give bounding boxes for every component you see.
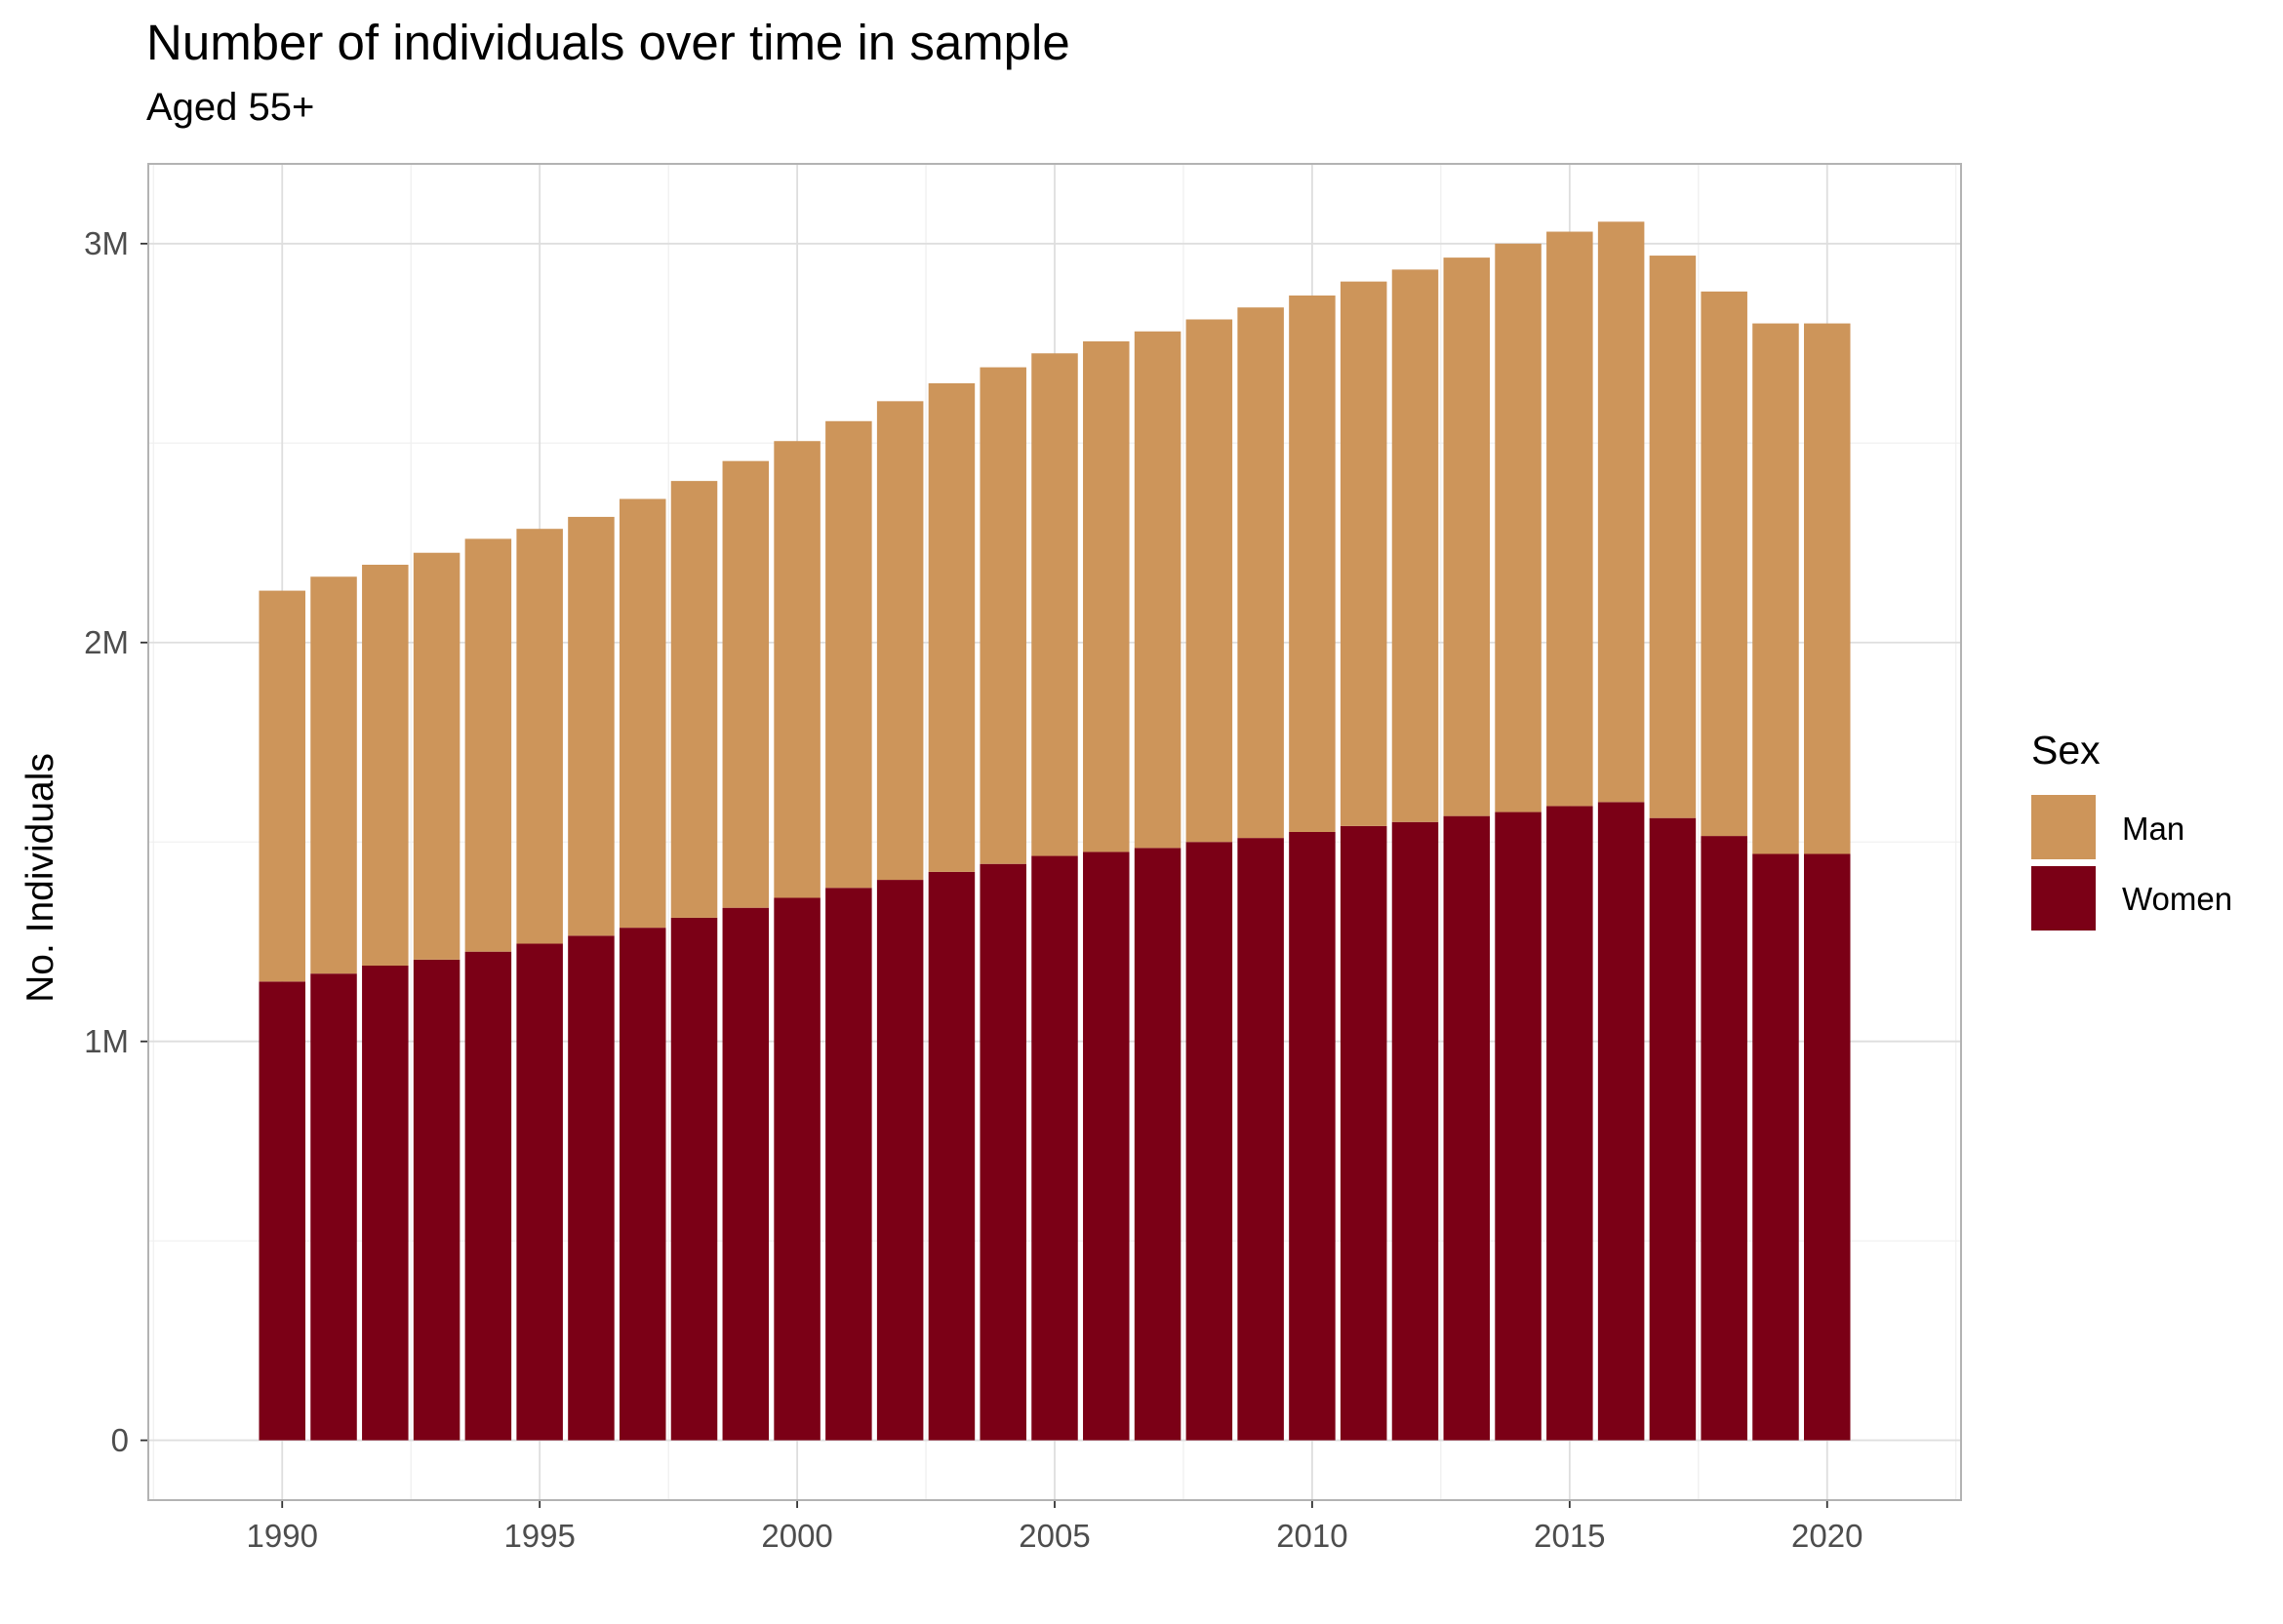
bar-women-2011 [1340,825,1387,1441]
bar-women-1996 [568,935,615,1441]
bar-man-2000 [774,441,821,898]
bar-man-1998 [670,481,718,918]
bar-women-2000 [774,897,821,1441]
y-tick-label: 1M [84,1022,129,1059]
bar-man-1995 [516,529,563,944]
bar-women-2018 [1701,836,1747,1441]
bar-man-2011 [1340,281,1387,826]
bar-women-1990 [259,981,305,1441]
bar-man-1991 [310,576,357,974]
bar-man-2005 [1031,353,1078,856]
x-tick-label: 1990 [246,1518,318,1554]
y-tick-label: 3M [84,224,129,261]
bar-women-2020 [1804,853,1851,1441]
bar-man-2017 [1649,256,1697,818]
y-axis-label: No. Individuals [20,753,61,1003]
x-tick-label: 2015 [1534,1518,1606,1554]
bar-man-2013 [1443,257,1491,816]
bar-man-2006 [1083,340,1130,852]
bar-man-1992 [362,565,409,966]
minor-gridlines [148,164,1961,1500]
y-tick-label: 0 [110,1421,129,1458]
bar-man-2012 [1391,269,1439,822]
x-tick-label: 2005 [1019,1518,1091,1554]
legend-label-man: Man [2122,811,2185,847]
axis-ticks [140,242,1828,1508]
bar-women-2017 [1649,817,1697,1441]
bar-man-2015 [1546,231,1593,807]
bar-man-1994 [464,538,512,952]
bar-women-1995 [516,943,563,1441]
bar-women-1993 [413,959,461,1441]
bar-women-2004 [980,863,1026,1441]
bar-women-2006 [1083,852,1130,1441]
bar-man-2009 [1237,307,1284,839]
bar-women-2012 [1391,821,1439,1441]
bar-women-2009 [1237,838,1284,1441]
bar-women-2015 [1546,806,1593,1441]
legend-label-women: Women [2122,881,2233,917]
y-tick-label: 2M [84,623,129,660]
bar-women-2008 [1185,842,1233,1441]
bar-women-2002 [876,880,924,1441]
bar-man-2001 [825,420,872,889]
bar-women-2005 [1031,855,1078,1441]
panel-border [147,163,1962,1501]
x-tick-label: 2020 [1791,1518,1863,1554]
x-tick-label: 2000 [761,1518,833,1554]
bar-man-2020 [1804,323,1851,854]
bar-man-1999 [722,460,770,908]
bar-man-1996 [568,516,615,936]
legend-key-man [2031,795,2096,859]
bar-women-1998 [670,917,718,1441]
bar-women-2010 [1289,832,1336,1441]
bar-man-2007 [1134,331,1182,849]
bar-women-2019 [1752,853,1799,1441]
bar-man-2003 [928,382,976,872]
bar-women-1999 [722,907,770,1441]
bar-women-1994 [464,951,512,1441]
chart-subtitle: Aged 55+ [146,86,315,129]
bar-man-2019 [1752,323,1799,854]
bars [259,221,1851,1441]
bar-man-1993 [413,552,461,960]
bar-man-2016 [1597,221,1645,803]
chart-title: Number of individuals over time in sampl… [146,15,1070,70]
bar-man-2008 [1185,319,1233,843]
bar-man-2018 [1701,291,1747,837]
bar-women-2007 [1134,848,1182,1441]
bar-women-2003 [928,871,976,1441]
bar-women-1991 [310,973,357,1441]
bar-women-2014 [1495,812,1542,1441]
bar-women-1992 [362,966,409,1441]
bar-women-2001 [825,888,872,1441]
legend-title: Sex [2031,728,2101,772]
legend-key-women [2031,866,2096,931]
bar-man-2014 [1495,243,1542,812]
bar-man-2010 [1289,295,1336,833]
bar-man-1990 [259,590,305,982]
bar-man-2002 [876,401,924,881]
x-tick-label: 1995 [503,1518,576,1554]
x-tick-label: 2010 [1276,1518,1348,1554]
bar-man-2004 [980,367,1026,864]
bar-man-1997 [619,498,666,929]
bar-women-2016 [1597,802,1645,1441]
bar-women-1997 [619,928,666,1441]
bar-women-2013 [1443,815,1491,1441]
